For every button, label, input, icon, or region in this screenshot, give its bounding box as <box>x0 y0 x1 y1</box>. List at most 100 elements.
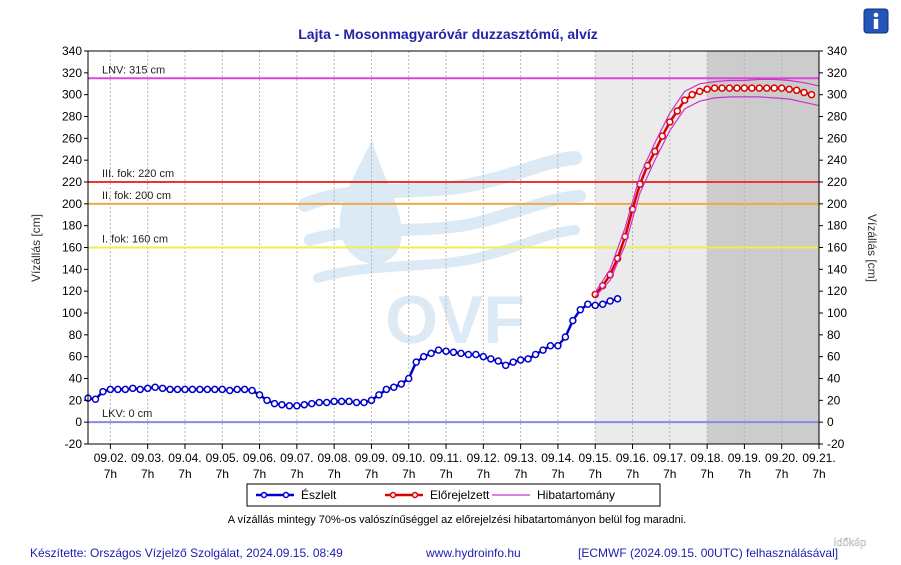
forecast-point <box>680 96 689 104</box>
observed-point <box>516 356 525 364</box>
x-tick-time: 7h <box>738 467 751 481</box>
y-tick-label-right: 340 <box>827 44 847 58</box>
forecast-point <box>755 84 764 92</box>
observed-point <box>606 297 614 305</box>
y-tick-label-right: 140 <box>827 262 847 276</box>
x-tick-time: 7h <box>290 467 303 481</box>
forecast-point <box>710 84 719 92</box>
observed-point <box>613 295 622 303</box>
observed-point <box>397 380 406 388</box>
y-tick-label-right: 220 <box>827 175 847 189</box>
observed-point <box>367 396 376 405</box>
x-tick-date: 09.02. <box>94 451 127 465</box>
x-tick-date: 09.13. <box>504 451 537 465</box>
level-label: LNV: 315 cm <box>102 64 165 76</box>
observed-point <box>345 397 353 406</box>
legend-marker <box>389 491 397 499</box>
forecast-point <box>651 147 659 156</box>
forecast-point <box>770 84 778 92</box>
y-tick-label-right: 280 <box>827 110 847 124</box>
x-tick-time: 7h <box>514 467 527 481</box>
y-tick-label-right: 160 <box>827 241 847 255</box>
observed-point <box>225 386 234 395</box>
y-tick-label-right: 260 <box>827 131 847 145</box>
y-tick-label-left: 220 <box>62 175 82 189</box>
forecast-point <box>666 118 674 126</box>
observed-point <box>173 385 182 394</box>
observed-point <box>151 383 159 391</box>
series-layer <box>84 78 820 410</box>
x-tick-date: 09.20. <box>765 451 798 465</box>
y-tick-label-left: 160 <box>62 241 82 255</box>
observed-point <box>91 395 100 403</box>
observed-point <box>188 385 197 394</box>
forecast-point <box>695 87 704 96</box>
x-tick-time: 7h <box>626 467 639 481</box>
y-axis-label-left: Vízállás [cm] <box>29 214 43 282</box>
y-tick-label-left: 260 <box>62 131 82 145</box>
uncertainty-note: A vízállás mintegy 70%-os valószínűségge… <box>228 514 687 526</box>
observed-point <box>524 355 532 363</box>
observed-point <box>554 342 562 350</box>
x-tick-time: 7h <box>477 467 490 481</box>
observed-point <box>591 301 599 310</box>
y-tick-label-left: 320 <box>62 66 82 80</box>
x-tick-time: 7h <box>775 467 788 481</box>
observed-point <box>382 385 391 394</box>
footer-url[interactable]: www.hydroinfo.hu <box>425 546 521 560</box>
observed-point <box>136 385 144 394</box>
y-tick-label-right: 240 <box>827 153 847 167</box>
observed-point <box>203 385 212 394</box>
chart-title: Lajta - Mosonmagyaróvár duzzasztómű, alv… <box>298 26 598 42</box>
alert-levels: LNV: 315 cm III. fok: 220 cm II. fok: 200 … <box>88 64 819 424</box>
observed-point <box>255 391 264 399</box>
info-icon[interactable] <box>863 8 889 34</box>
y-tick-label-left: 100 <box>62 306 82 320</box>
observed-point <box>300 400 309 409</box>
y-tick-label-left: 340 <box>62 44 82 58</box>
observed-point <box>457 349 465 358</box>
observed-point <box>479 352 488 361</box>
y-tick-label-right: 20 <box>827 393 841 407</box>
y-tick-label-left: 200 <box>62 197 82 211</box>
observed-point <box>546 342 555 350</box>
y-tick-label-right: 60 <box>827 350 841 364</box>
x-tick-time: 7h <box>178 467 191 481</box>
observed-point <box>293 402 301 410</box>
x-tick-date: 09.09. <box>355 451 388 465</box>
forecast-point <box>703 85 711 93</box>
observed-point <box>501 361 510 370</box>
observed-point <box>285 402 294 410</box>
observed-point <box>569 316 577 325</box>
legend-marker <box>260 491 268 499</box>
y-tick-label-right: -20 <box>827 437 845 451</box>
observed-point <box>419 352 428 361</box>
observed-point <box>464 350 473 359</box>
y-tick-label-left: 40 <box>69 372 83 386</box>
x-tick-date: 09.07. <box>280 451 313 465</box>
x-tick-date: 09.12. <box>467 451 500 465</box>
observed-point <box>315 398 323 407</box>
level-label: LKV: 0 cm <box>102 408 152 420</box>
footer-made-by: Készítette: Országos Vízjelző Szolgálat,… <box>30 546 343 560</box>
level-label: II. fok: 200 cm <box>102 190 171 202</box>
x-tick-time: 7h <box>551 467 564 481</box>
x-tick-time: 7h <box>141 467 154 481</box>
observed-point <box>143 384 152 393</box>
observed-point <box>337 397 346 406</box>
observed-point <box>158 384 167 393</box>
observed-point <box>434 346 443 354</box>
x-tick-time: 7h <box>327 467 340 481</box>
x-tick-time: 7h <box>365 467 378 481</box>
level-label: I. fok: 160 cm <box>102 234 168 246</box>
y-tick-label-left: 120 <box>62 284 82 298</box>
y-tick-label-left: 180 <box>62 219 82 233</box>
x-tick-date: 09.04. <box>168 451 201 465</box>
observed-point <box>375 391 383 399</box>
forecast-point <box>748 84 756 92</box>
x-tick-date: 09.21. <box>802 451 835 465</box>
y-tick-label-left: 0 <box>75 415 82 429</box>
observed-point <box>561 333 570 341</box>
y-tick-label-right: 120 <box>827 284 847 298</box>
